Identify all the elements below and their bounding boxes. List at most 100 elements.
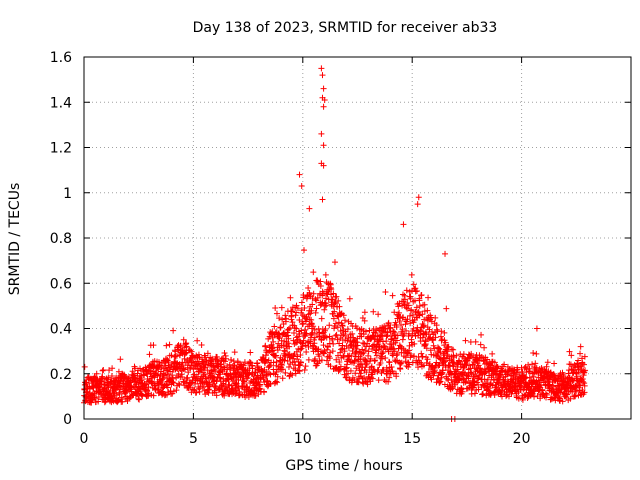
data-point (336, 359, 343, 366)
data-point (269, 334, 276, 341)
data-point (396, 318, 403, 325)
data-point (317, 283, 324, 290)
data-point (416, 303, 423, 310)
data-point (340, 312, 347, 319)
data-point (203, 358, 210, 365)
data-point (280, 356, 287, 363)
data-point (285, 326, 292, 333)
data-point (320, 103, 327, 110)
data-point (201, 387, 208, 394)
data-point (577, 350, 584, 357)
data-point (173, 352, 180, 359)
data-point (307, 310, 314, 317)
data-point (573, 388, 580, 395)
data-point (169, 375, 176, 382)
data-point (581, 389, 588, 396)
data-point (423, 345, 430, 352)
data-point (411, 353, 418, 360)
data-point (418, 292, 425, 299)
data-point (308, 331, 315, 338)
data-point (336, 340, 343, 347)
data-point (150, 342, 157, 349)
data-point (404, 305, 411, 312)
data-point (423, 359, 430, 366)
data-point (442, 250, 449, 257)
data-point (171, 353, 178, 360)
data-point (413, 304, 420, 311)
data-point (382, 288, 389, 295)
data-point (278, 362, 285, 369)
data-point (279, 375, 286, 382)
data-point (394, 332, 401, 339)
data-point (313, 305, 320, 312)
data-point (420, 322, 427, 329)
data-point (391, 309, 398, 316)
data-point (273, 358, 280, 365)
data-point (298, 182, 305, 189)
data-point (194, 337, 201, 344)
data-point (333, 331, 340, 338)
data-point (531, 393, 538, 400)
data-point (301, 366, 308, 373)
data-point (484, 376, 491, 383)
data-point (81, 363, 88, 370)
data-point (135, 395, 142, 402)
data-point (480, 358, 487, 365)
x-axis-label: GPS time / hours (285, 458, 402, 474)
data-point (298, 327, 305, 334)
data-point (304, 315, 311, 322)
data-point (497, 371, 504, 378)
data-point (302, 331, 309, 338)
data-point (314, 294, 321, 301)
data-point (271, 323, 278, 330)
data-point (432, 334, 439, 341)
data-point (373, 352, 380, 359)
data-point (414, 327, 421, 334)
data-point (436, 346, 443, 353)
y-tick-label: 0.6 (50, 276, 72, 292)
data-point (163, 342, 170, 349)
data-point (581, 380, 588, 387)
data-point (312, 309, 319, 316)
data-point (339, 322, 346, 329)
data-point (382, 328, 389, 335)
data-point (360, 349, 367, 356)
data-point (533, 325, 540, 332)
data-point (454, 366, 461, 373)
data-point (325, 288, 332, 295)
data-point (331, 308, 338, 315)
data-point (358, 367, 365, 374)
data-point (382, 355, 389, 362)
data-point (297, 352, 304, 359)
data-point (191, 380, 198, 387)
data-point (274, 373, 281, 380)
data-point (420, 362, 427, 369)
data-point (414, 201, 421, 208)
data-point (115, 397, 122, 404)
data-point (164, 391, 171, 398)
data-point (293, 309, 300, 316)
data-point (438, 370, 445, 377)
data-point (289, 308, 296, 315)
data-point (419, 311, 426, 318)
data-point (369, 342, 376, 349)
data-point (396, 309, 403, 316)
data-point (559, 398, 566, 405)
data-point (312, 356, 319, 363)
data-point (462, 361, 469, 368)
data-point (241, 380, 248, 387)
data-point (136, 396, 143, 403)
data-point (321, 347, 328, 354)
data-point (460, 351, 467, 358)
data-point (283, 315, 290, 322)
data-point (399, 336, 406, 343)
data-point (334, 324, 341, 331)
data-point (498, 390, 505, 397)
data-point (377, 359, 384, 366)
data-point (292, 339, 299, 346)
data-point (121, 390, 128, 397)
data-point (206, 382, 213, 389)
data-point (432, 314, 439, 321)
data-point (330, 340, 337, 347)
